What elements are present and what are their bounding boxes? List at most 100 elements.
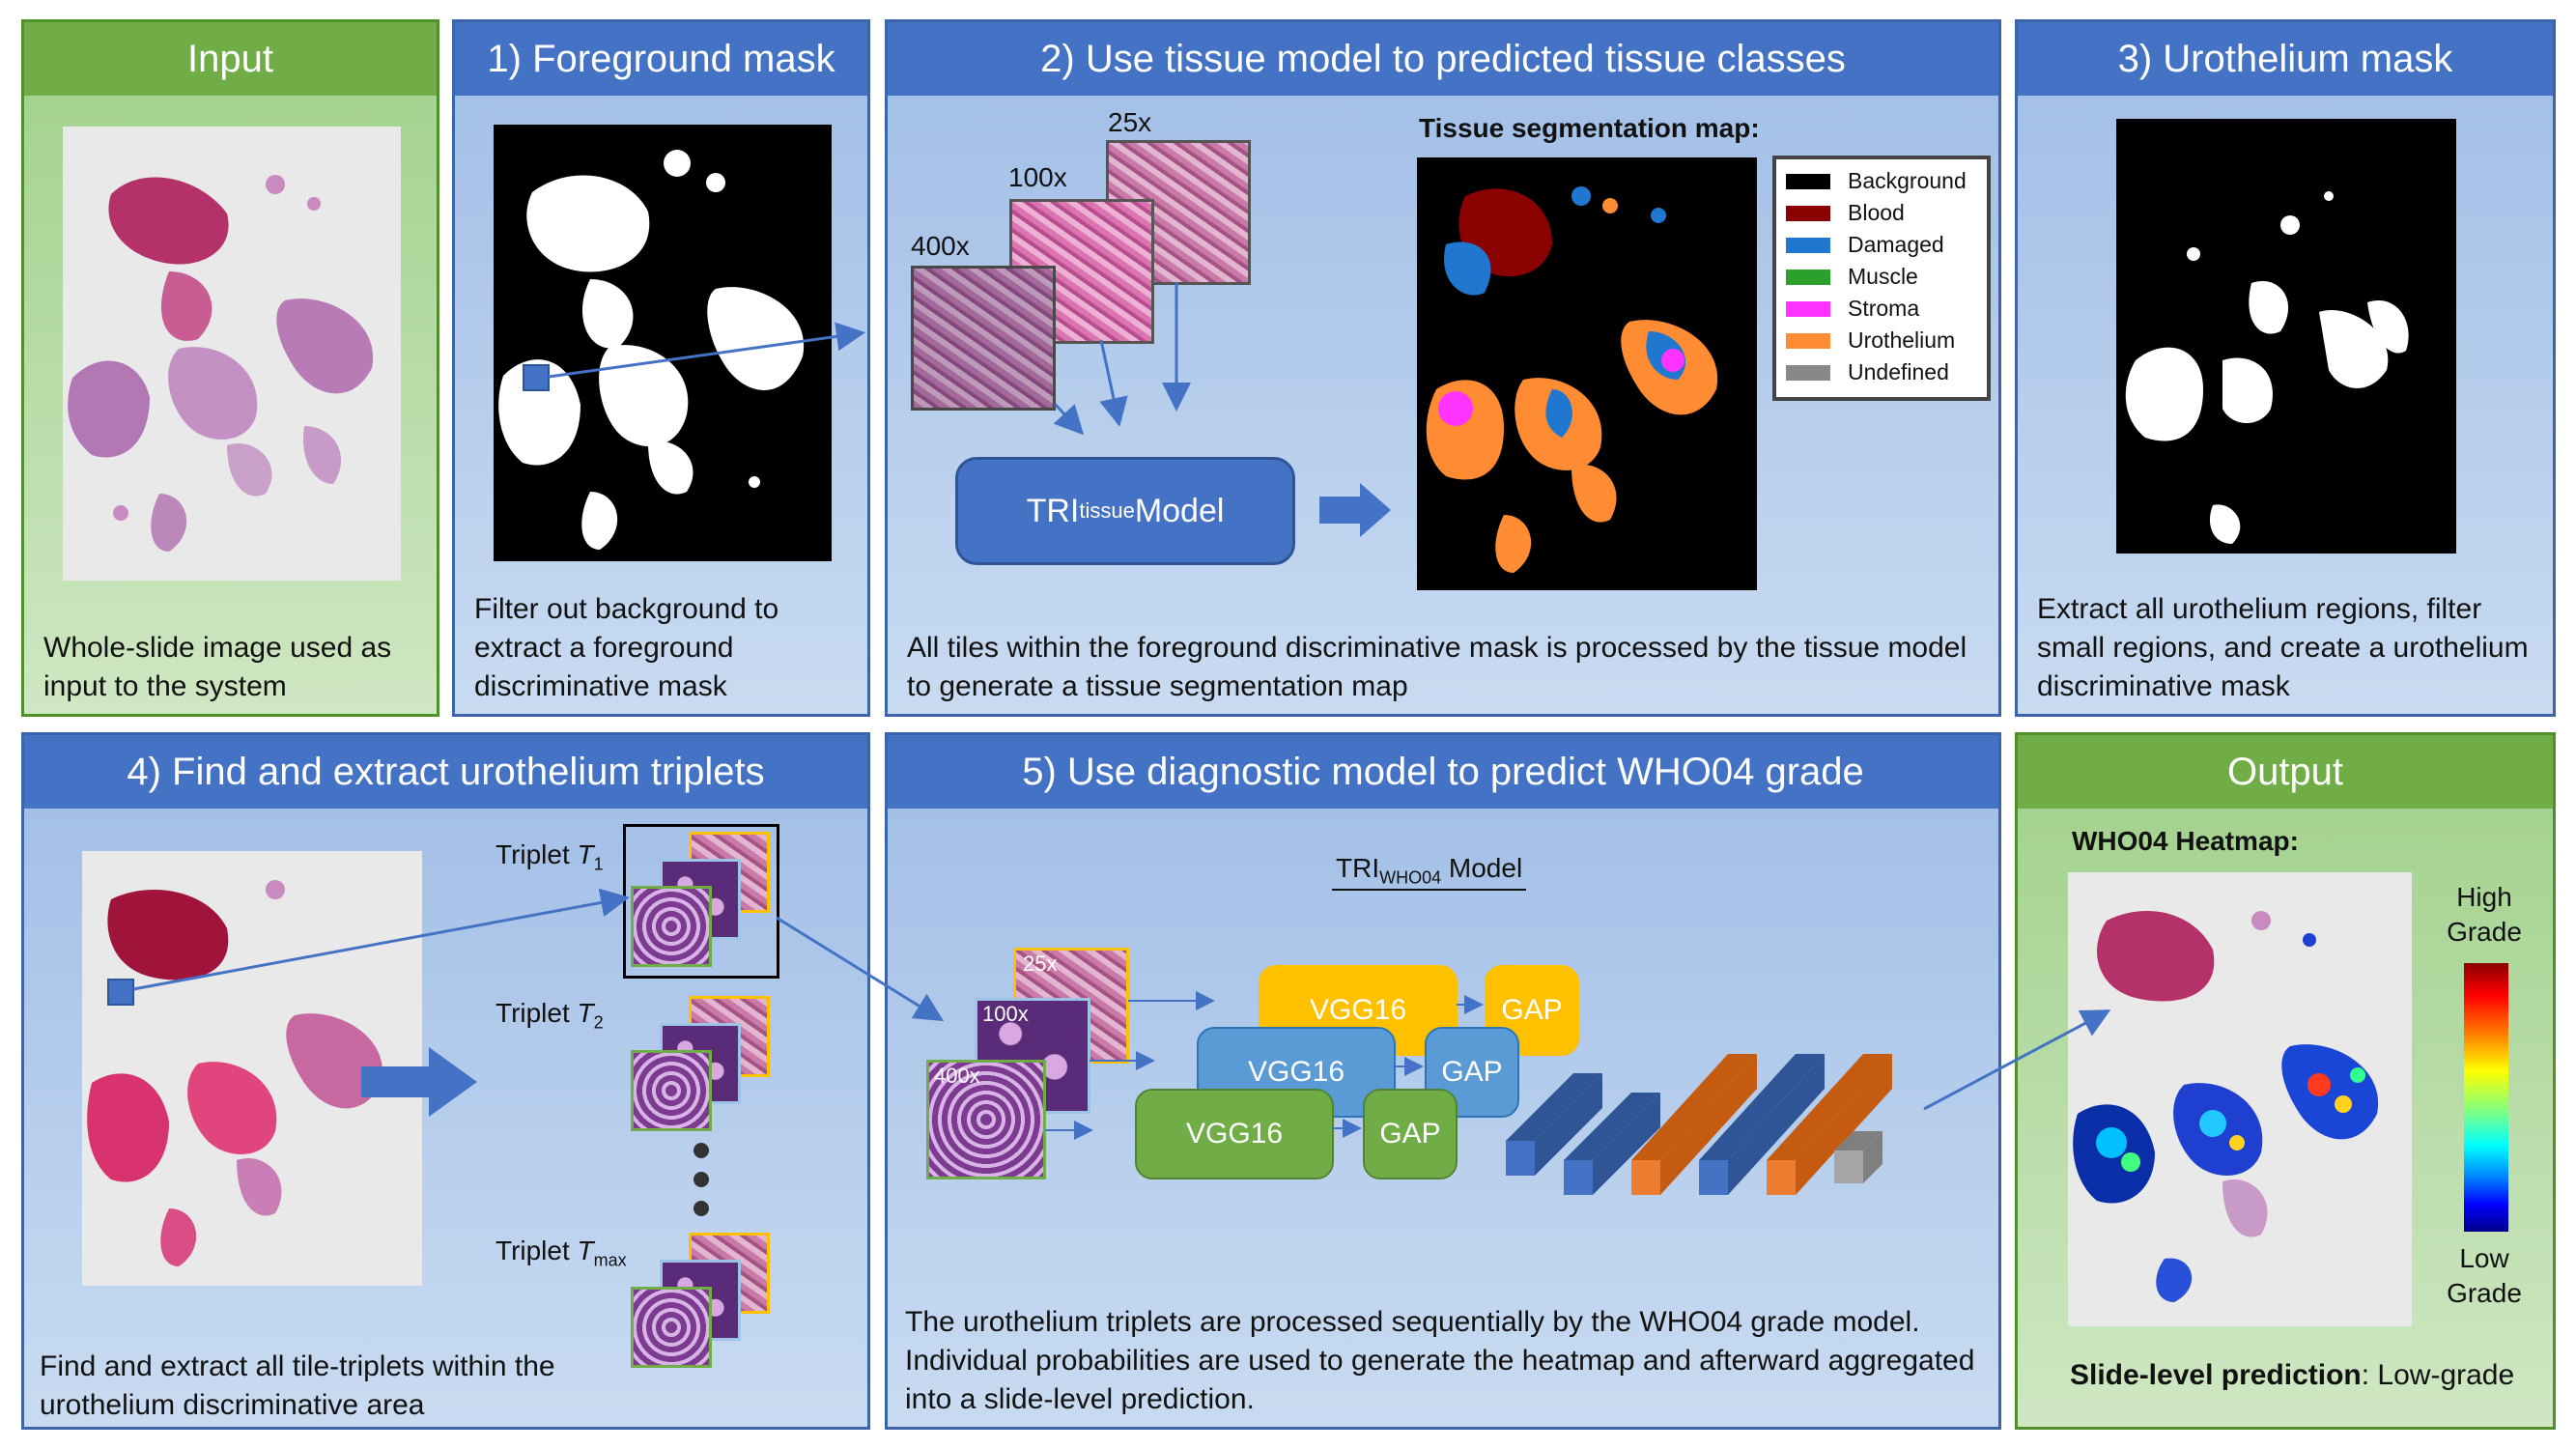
legend-swatch-blood [1786,205,1830,221]
triplet-t2-tile-400x [631,1050,712,1131]
gap-green: GAP [1363,1089,1458,1179]
colorbar-high-label: High Grade [2447,882,2522,947]
arrow-model-to-heatmap [1923,1009,2111,1111]
triplet-t1-sym: T [577,839,594,869]
dense-layer-4 [1699,1054,1825,1195]
legend-item-muscle: Muscle [1786,261,1977,293]
triplet-tmax-tile-400x [631,1287,712,1368]
panel-urothelium-desc: Extract all urothelium regions, filter s… [2037,593,2529,702]
diag-model-tail: Model [1441,853,1523,883]
tissue-model-sub: tissue [1079,498,1135,523]
prediction-label: Slide-level prediction [2070,1359,2362,1391]
diag-mag-25x: 25x [1023,952,1058,976]
legend-swatch-stroma [1786,300,1830,317]
foreground-mask-image [494,125,832,561]
colorbar-low-label: Low Grade [2447,1243,2522,1308]
arrow-slide-to-triplet [132,888,630,991]
panel-urothelium-title: 3) Urothelium mask [2018,22,2553,96]
panel-diagnostic-desc: The urothelium triplets are processed se… [905,1306,1975,1415]
triplet-tmax-sym: T [577,1236,594,1265]
urothelium-mask-image [2116,119,2456,554]
panel-triplets: 4) Find and extract urothelium triplets … [21,732,870,1430]
slide-level-prediction: Slide-level prediction: Low-grade [2070,1359,2514,1392]
legend-swatch-muscle [1786,269,1830,285]
diag-mag-100x: 100x [982,1002,1029,1026]
arrow-400x-to-model [1053,402,1085,436]
legend-swatch-damaged [1786,237,1830,253]
panel-input-title: Input [24,22,437,96]
panel-foreground-mask: 1) Foreground mask Filter out background… [452,19,870,717]
legend-swatch-background [1786,173,1830,189]
prediction-value: : Low-grade [2361,1359,2515,1391]
legend-label-stroma: Stroma [1848,296,1920,321]
panel-tissue-desc: All tiles within the foreground discrimi… [907,632,1967,702]
arrow-triplet-to-model [776,916,945,1022]
triplet-t1-text: Triplet [495,839,578,869]
legend-label-background: Background [1848,168,1967,193]
ellipsis-dot-2 [694,1172,709,1187]
diag-tile-400x [926,1060,1046,1179]
mag-25x-label: 25x [1108,107,1152,137]
legend-item-damaged: Damaged [1786,229,1977,261]
seg-map-image [1417,157,1757,590]
tissue-model-box: TRI tissue Model [955,457,1295,565]
triplet-t1-label: Triplet T1 [495,839,604,875]
triplet-tile-marker [107,979,134,1006]
triplet-t2-text: Triplet [495,998,578,1028]
panel-diagnostic-model: 5) Use diagnostic model to predict WHO04… [885,732,2001,1430]
mag-100x-label: 100x [1008,162,1067,192]
panel-foreground-desc: Filter out background to extract a foreg… [474,593,779,702]
seg-map-title: Tissue segmentation map: [1419,113,1760,143]
tile-400x [911,266,1056,411]
heatmap-image [2068,872,2412,1326]
legend-swatch-undefined [1786,364,1830,381]
triplet-t2-sub: 2 [593,1012,604,1033]
triplet-tmax-sub: max [593,1250,627,1270]
foreground-tile-marker [523,364,550,391]
diag-model-sub: WHO04 [1379,867,1442,888]
dense-layer-2 [1564,1093,1660,1195]
tissue-model-main: TRI [1026,492,1080,529]
panel-triplets-desc: Find and extract all tile-triplets withi… [40,1350,555,1421]
triplet-t1-sub: 1 [593,854,604,874]
panel-output: Output WHO04 Heatmap: High Grade Low Gra… [2015,732,2556,1430]
triplet-t1-tile-400x [631,886,712,967]
legend-item-undefined: Undefined [1786,356,1977,388]
big-arrow-model-to-map [1319,483,1391,537]
legend-item-blood: Blood [1786,197,1977,229]
mag-400x-label: 400x [911,231,970,261]
input-slide-image [63,127,401,581]
output-layer [1834,1131,1882,1183]
panel-output-title: Output [2018,735,2553,809]
triplet-t2-sym: T [577,998,594,1028]
panel-triplets-title: 4) Find and extract urothelium triplets [24,735,867,809]
diag-model-main: TRI [1336,853,1380,883]
triplet-tmax-label: Triplet Tmax [495,1236,627,1271]
dense-layer-3 [1631,1054,1757,1195]
tissue-model-tail: Model [1134,492,1225,529]
big-arrow-slide-to-triplets [361,1047,477,1117]
arrow-mask-to-tiles [548,322,865,379]
diag-model-title: TRIWHO04 Model [1332,853,1527,891]
legend-label-blood: Blood [1848,200,1905,225]
vgg16-green: VGG16 [1135,1089,1334,1179]
legend-label-undefined: Undefined [1848,359,1949,384]
dense-layer-1 [1506,1073,1602,1176]
triplet-tmax-text: Triplet [495,1236,578,1265]
dense-layers [1506,1054,1892,1195]
arrow-100x-to-model [1099,339,1128,427]
panel-input-desc: Whole-slide image used as input to the s… [43,632,392,702]
legend-item-urothelium: Urothelium [1786,325,1977,356]
ellipsis-dot-3 [694,1201,709,1216]
colorbar [2464,963,2508,1232]
panel-tissue-title: 2) Use tissue model to predicted tissue … [888,22,1998,96]
panel-input: Input Whole-slide image used as input to… [21,19,439,717]
ellipsis-dot-1 [694,1143,709,1158]
dense-layer-5 [1767,1054,1892,1195]
legend-label-damaged: Damaged [1848,232,1944,257]
legend-item-background: Background [1786,165,1977,197]
legend-swatch-urothelium [1786,332,1830,349]
heatmap-title: WHO04 Heatmap: [2072,826,2299,856]
tissue-legend: Background Blood Damaged Muscle Stroma U… [1772,156,1991,401]
